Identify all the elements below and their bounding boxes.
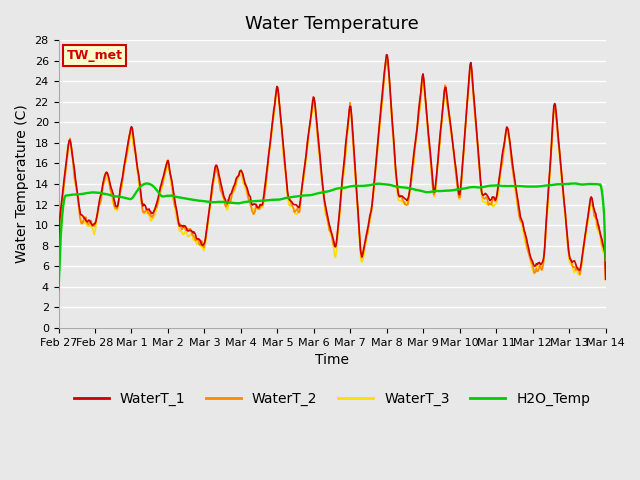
Y-axis label: Water Temperature (C): Water Temperature (C) bbox=[15, 105, 29, 264]
Text: TW_met: TW_met bbox=[67, 49, 123, 62]
X-axis label: Time: Time bbox=[315, 353, 349, 367]
Legend: WaterT_1, WaterT_2, WaterT_3, H2O_Temp: WaterT_1, WaterT_2, WaterT_3, H2O_Temp bbox=[68, 386, 596, 412]
Title: Water Temperature: Water Temperature bbox=[245, 15, 419, 33]
